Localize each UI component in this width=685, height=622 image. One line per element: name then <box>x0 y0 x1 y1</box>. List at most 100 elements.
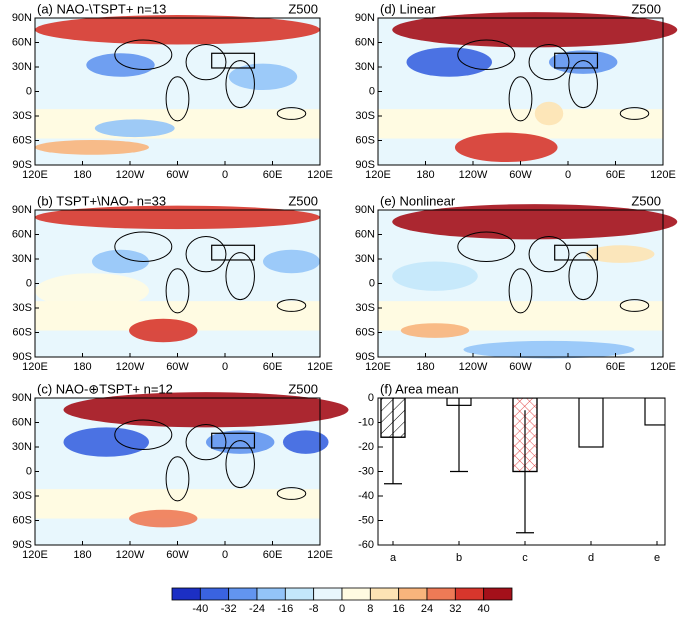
continent-outline <box>508 268 533 314</box>
y-tick-label: 60N <box>12 36 32 48</box>
continent-outline <box>508 76 533 122</box>
colorbar-label: -40 <box>192 603 208 615</box>
panel-label: Z500 <box>631 193 661 208</box>
x-tick-label: 120E <box>307 169 333 181</box>
y-tick-label: 90S <box>12 539 32 551</box>
colorbar-swatch <box>313 587 343 601</box>
y-tick-label: 30S <box>355 110 375 122</box>
panel-title: (c) NAO-⊕TSPT+ n=12 <box>37 381 173 396</box>
anomaly-blob <box>392 12 678 48</box>
continent-outline <box>457 39 516 70</box>
continent-outline <box>225 252 255 301</box>
continent-outline <box>619 299 650 312</box>
bars <box>380 398 665 534</box>
anomaly-blob <box>129 318 198 343</box>
y-tick-label: 90S <box>12 351 32 363</box>
x-tick-label: 120E <box>365 169 391 181</box>
anomaly-blob <box>392 204 678 240</box>
colorbar-swatch <box>398 587 428 601</box>
x-tick-label: 120E <box>22 549 48 561</box>
y-tick-label: 60N <box>355 36 375 48</box>
continent-outline <box>165 456 190 502</box>
anomaly-blob <box>94 119 175 138</box>
y-tick-label: 30N <box>355 61 375 73</box>
colorbar-label: -24 <box>249 603 265 615</box>
x-tick-label: 60W <box>166 549 189 561</box>
y-tick-label: 60N <box>355 228 375 240</box>
x-tick-label: 0 <box>565 361 571 373</box>
x-tick-label: d <box>588 552 594 564</box>
y-tick-label: 0 <box>26 277 32 289</box>
anomaly-blob <box>86 53 155 77</box>
panel-label: Z500 <box>631 1 661 16</box>
continent-outline <box>276 107 307 120</box>
continent-outline <box>114 231 173 262</box>
continent-outline <box>528 235 570 273</box>
y-tick-label: 60S <box>355 326 375 338</box>
continent-outline <box>185 423 227 461</box>
y-tick-label: 90S <box>355 351 375 363</box>
y-tick-label: 0 <box>368 392 374 404</box>
y-tick-label: 0 <box>26 85 32 97</box>
anomaly-blob <box>400 323 470 338</box>
x-tick-label: 60W <box>509 169 532 181</box>
y-tick-label: 60S <box>12 326 32 338</box>
anomaly-blob <box>92 249 149 274</box>
colorbar-label: 0 <box>339 603 345 615</box>
y-tick-label: -30 <box>358 465 374 477</box>
panel-label: Z500 <box>288 1 318 16</box>
x-tick-label: c <box>522 552 528 564</box>
anomaly-blob <box>129 509 198 528</box>
y-tick-label: 90N <box>12 12 32 24</box>
continent-outline <box>276 299 307 312</box>
y-tick-label: 90N <box>355 204 375 216</box>
continent-outline <box>568 252 598 301</box>
anomaly-blob <box>534 101 564 126</box>
panel-title: (b) TSPT+\NAO- n=33 <box>37 193 166 208</box>
x-tick-label: 120E <box>650 361 676 373</box>
y-tick-label: 30S <box>355 302 375 314</box>
y-tick-label: 60N <box>12 416 32 428</box>
x-tick-label: 180 <box>73 361 91 373</box>
x-tick-label: 0 <box>565 169 571 181</box>
anomaly-blob <box>63 427 149 457</box>
continent-outline <box>225 60 255 109</box>
anomaly-blob <box>282 430 329 454</box>
colorbar-swatch <box>284 587 315 601</box>
x-tick-label: 120W <box>116 549 145 561</box>
colorbar-swatch <box>426 587 456 601</box>
x-tick-label: 60E <box>263 169 283 181</box>
y-tick-label: 90S <box>355 159 375 171</box>
continent-outline <box>528 43 570 81</box>
x-tick-label: 60E <box>606 361 626 373</box>
x-tick-label: 120E <box>365 361 391 373</box>
x-tick-label: 120E <box>307 549 333 561</box>
y-tick-label: 30S <box>12 490 32 502</box>
continent-outline <box>276 487 307 500</box>
continent-outline <box>165 268 190 314</box>
colorbar-label: 8 <box>367 603 373 615</box>
colorbar-swatch <box>199 587 230 601</box>
bar <box>644 398 665 426</box>
colorbar-label: 24 <box>421 603 433 615</box>
colorbar-swatch <box>256 587 286 601</box>
y-tick-label: 30S <box>12 302 32 314</box>
bar <box>578 398 604 448</box>
y-tick-label: 90N <box>12 392 32 404</box>
y-tick-label: 60S <box>12 134 32 146</box>
x-tick-label: a <box>390 552 397 564</box>
x-tick-label: 0 <box>222 169 228 181</box>
map-panel <box>377 204 678 359</box>
anomaly-blob <box>35 205 320 230</box>
x-tick-label: 60W <box>166 361 189 373</box>
colorbar-swatch <box>369 587 400 601</box>
region-box <box>554 52 599 69</box>
colorbar-label: -8 <box>309 603 319 615</box>
colorbar-label: 40 <box>478 603 490 615</box>
y-tick-label: 30S <box>12 110 32 122</box>
colorbar-label: 32 <box>449 603 461 615</box>
panel-title: (a) NAO-\TSPT+ n=13 <box>37 1 166 16</box>
y-tick-label: 0 <box>26 465 32 477</box>
continent-outline <box>165 76 190 122</box>
x-tick-label: 180 <box>416 169 434 181</box>
